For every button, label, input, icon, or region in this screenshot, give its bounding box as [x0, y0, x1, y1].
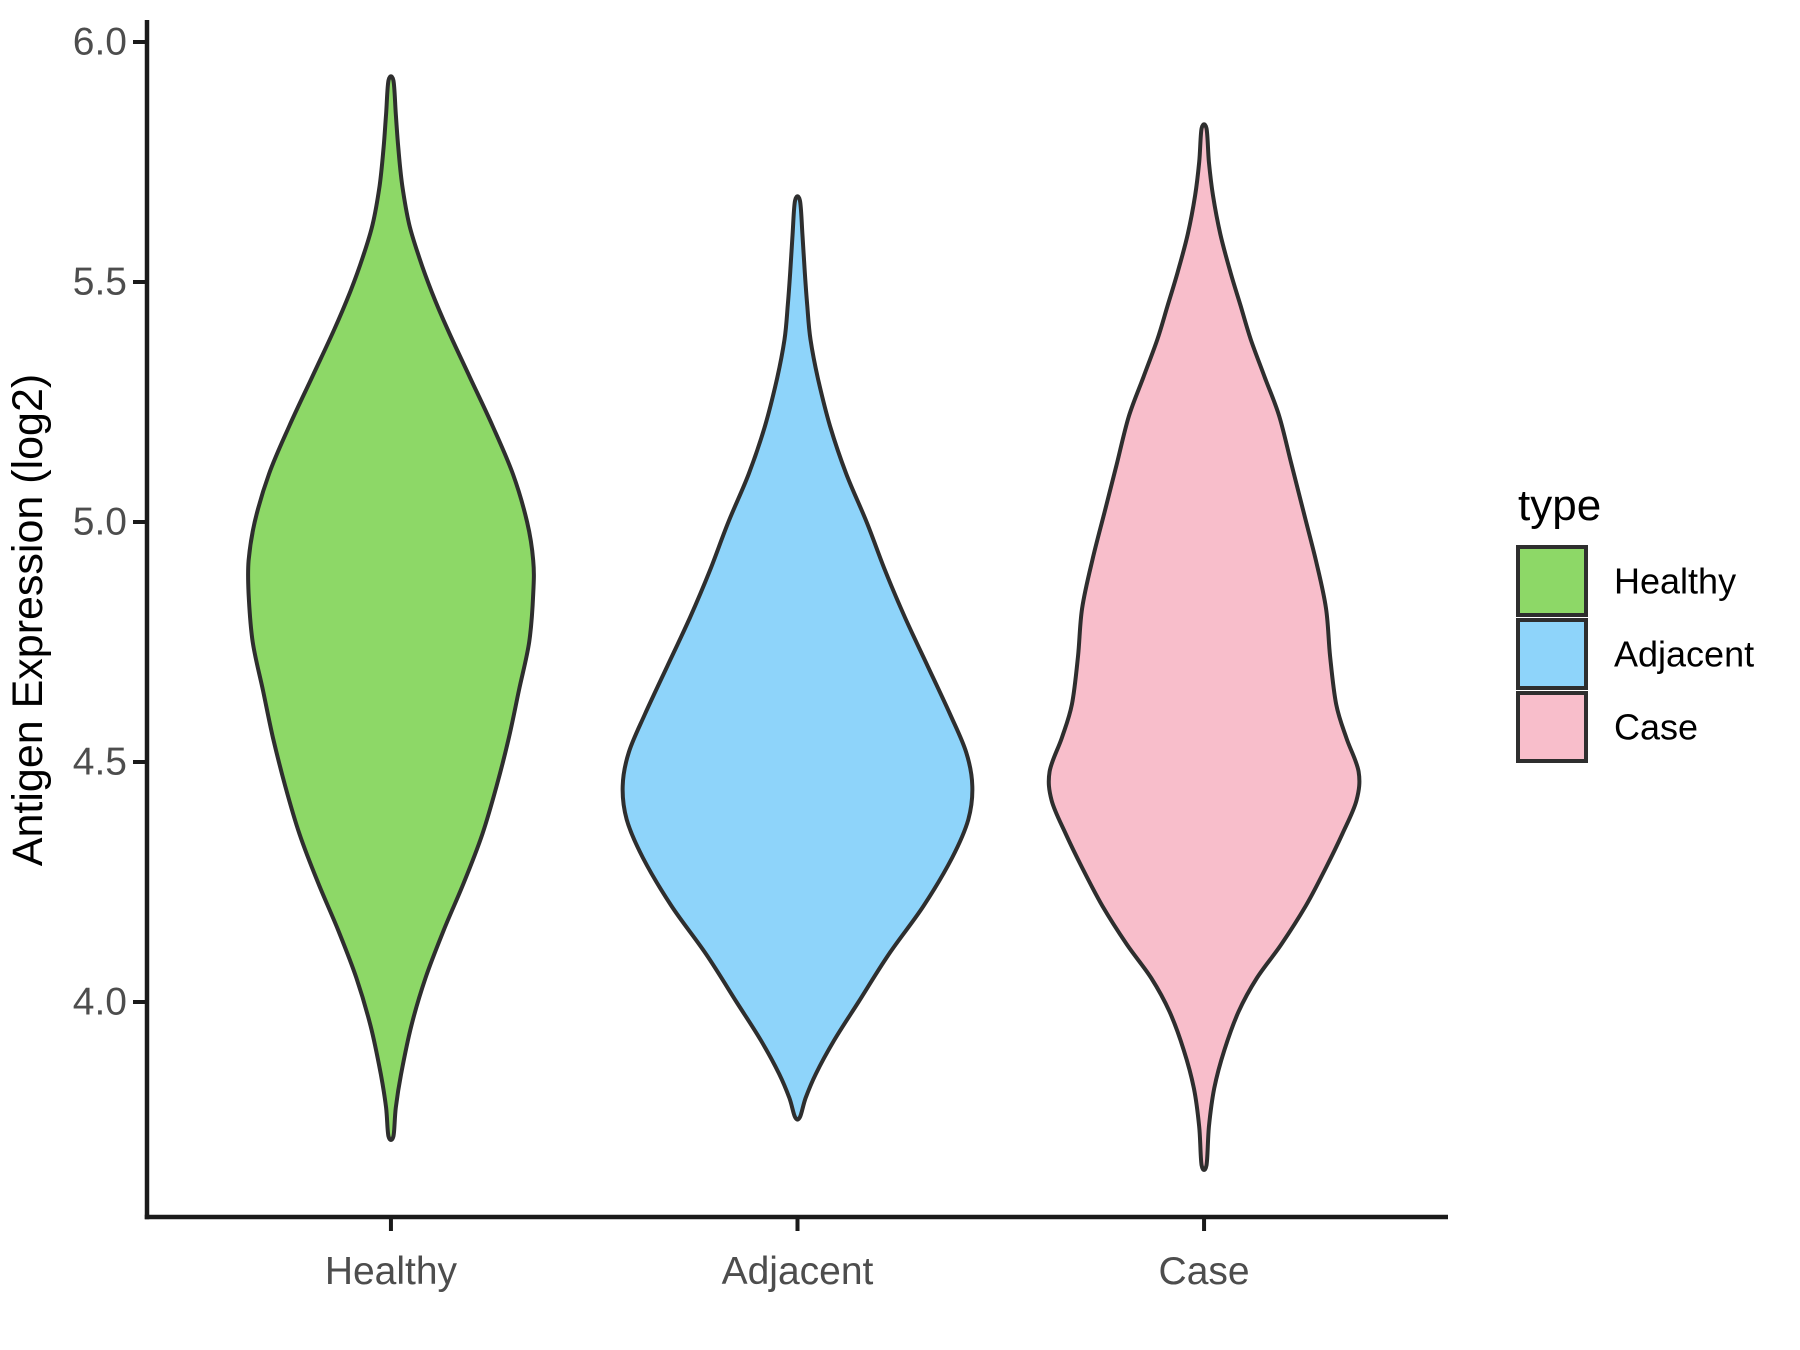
violin-healthy: [246, 74, 536, 1142]
legend-swatch-adjacent: [1516, 618, 1588, 690]
x-tick-label-adjacent: Adjacent: [722, 1250, 874, 1293]
y-tick-label-5.5: 5.5: [73, 261, 127, 304]
legend-items: Healthy Adjacent Case: [1516, 545, 1754, 763]
x-tick-label-healthy: Healthy: [325, 1250, 458, 1293]
legend-title: type: [1518, 481, 1601, 530]
y-axis-title: Antigen Expression (log2): [4, 374, 52, 866]
legend-label-healthy: Healthy: [1614, 561, 1736, 602]
y-tick-label-4.0: 4.0: [73, 981, 127, 1024]
violins-layer: [246, 74, 1362, 1172]
violin-adjacent: [620, 194, 975, 1122]
legend: type Healthy Adjacent Case: [1516, 481, 1754, 763]
y-tick-label-6.0: 6.0: [73, 21, 127, 64]
y-tick-label-4.5: 4.5: [73, 741, 127, 784]
violin-case: [1046, 122, 1362, 1172]
x-tick-label-case: Case: [1159, 1250, 1250, 1293]
legend-label-adjacent: Adjacent: [1614, 634, 1754, 675]
legend-swatch-case: [1516, 691, 1588, 763]
legend-swatch-healthy: [1516, 545, 1588, 617]
y-tick-label-5.0: 5.0: [73, 501, 127, 544]
legend-label-case: Case: [1614, 707, 1698, 748]
axes-layer: 6.0 5.5 5.0 4.5 4.0 Healthy Adjacent Case: [73, 20, 1448, 1293]
